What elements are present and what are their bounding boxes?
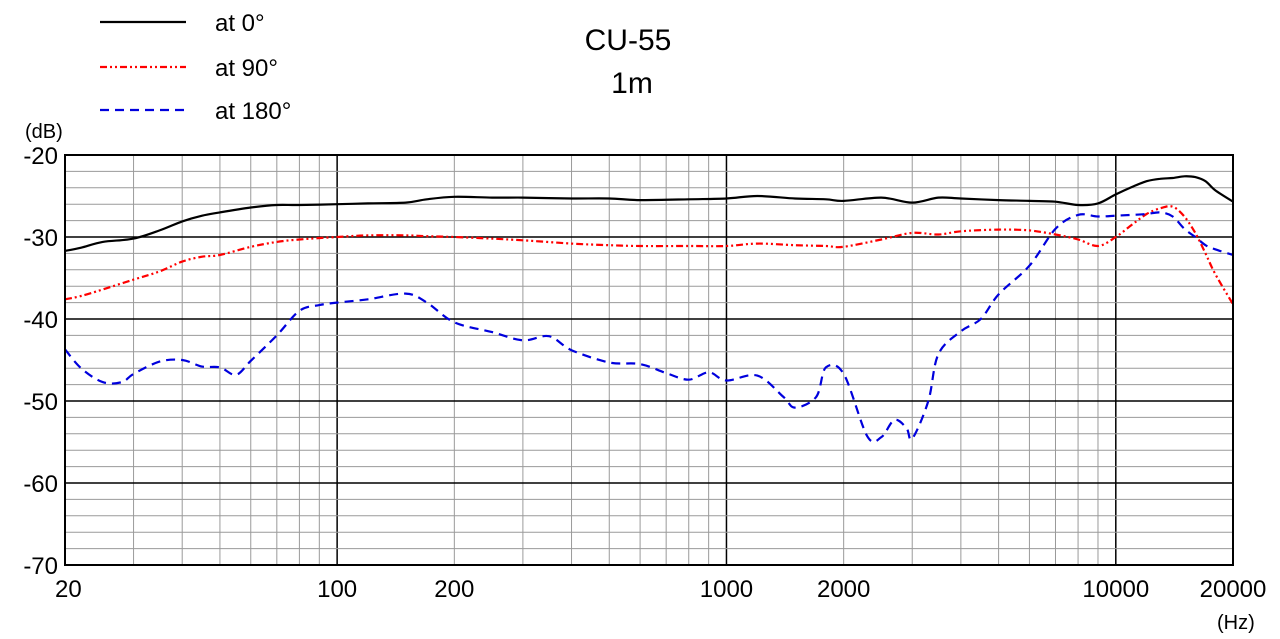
legend-label: at 180° — [215, 98, 291, 125]
series-line-at-180 — [64, 211, 1234, 443]
x-axis-label: (Hz) — [1217, 612, 1255, 634]
chart-subtitle: 1m — [611, 67, 653, 100]
y-tick-label: -50 — [23, 389, 58, 416]
series-line-at-90 — [64, 205, 1234, 305]
grid — [65, 155, 1233, 565]
x-tick-label: 10000 — [1082, 576, 1149, 603]
x-tick-label: 100 — [317, 576, 357, 603]
legend: at 0° at 90° at 180° — [100, 10, 291, 125]
series-line-at-0 — [64, 175, 1234, 252]
legend-label: at 0° — [215, 10, 265, 37]
y-tick-label: -30 — [23, 225, 58, 252]
x-tick-label: 20000 — [1200, 576, 1267, 603]
y-tick-label: -60 — [23, 471, 58, 498]
plot-frame — [64, 154, 1234, 566]
legend-label: at 90° — [215, 55, 278, 82]
y-tick-label: -70 — [23, 553, 58, 580]
y-tick-label: -20 — [23, 143, 58, 170]
x-tick-label: 1000 — [700, 576, 753, 603]
x-tick-label: 20 — [55, 576, 82, 603]
y-axis-label: (dB) — [25, 121, 63, 143]
series-group — [64, 175, 1234, 443]
x-tick-label: 200 — [434, 576, 474, 603]
tick-labels: 20 100 200 1000 2000 10000 20000 -20 -30 -40 -50 -6… — [23, 143, 1266, 603]
chart-title: CU-55 — [585, 24, 672, 57]
y-tick-label: -40 — [23, 307, 58, 334]
x-tick-label: 2000 — [817, 576, 870, 603]
